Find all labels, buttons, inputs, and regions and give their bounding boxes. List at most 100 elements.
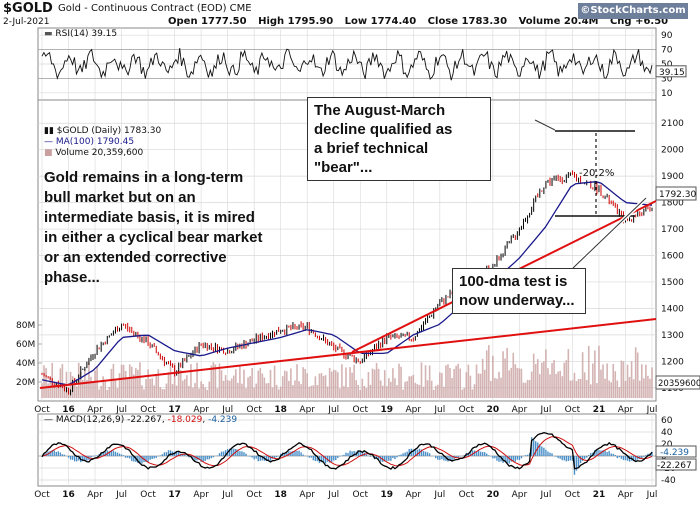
volume-bar	[271, 387, 274, 398]
price-tick-label: 1500	[661, 278, 684, 288]
volume-bar	[57, 383, 60, 398]
volume-bar	[492, 355, 494, 398]
volume-bar	[94, 370, 96, 398]
volume-bar	[610, 382, 612, 398]
x-tick-label: Oct	[34, 490, 50, 500]
volume-bar	[573, 372, 576, 398]
volume-bar	[373, 369, 376, 398]
volume-bar	[459, 368, 462, 398]
volume-bar	[518, 368, 521, 398]
volume-bar	[253, 387, 255, 398]
volume-bar	[218, 363, 221, 398]
volume-bar	[102, 376, 105, 398]
macd-hist-label: -4.239	[660, 448, 689, 458]
x-axis-bottom: Oct 16 Apr Jul Oct 17 Apr Jul Oct 18 Apr Jul Oct 19 Ap…	[34, 490, 657, 500]
volume-bar	[375, 362, 378, 398]
volume-bar	[545, 349, 547, 398]
signal-line	[41, 436, 653, 467]
volume-bar	[575, 381, 578, 398]
volume-bar	[577, 378, 580, 398]
volume-bar	[490, 380, 492, 398]
x-tick-label: Apr	[87, 490, 103, 500]
volume-bar	[200, 381, 202, 398]
x-tick-label: 16	[62, 490, 75, 500]
decline-pct-label: -20.2%	[579, 168, 614, 179]
x-tick-label: 20	[487, 405, 500, 415]
volume-tick-label: 40M	[16, 359, 35, 369]
volume-bar	[247, 377, 249, 398]
volume-bar	[177, 370, 180, 398]
volume-bar	[481, 358, 484, 398]
volume-bar	[463, 387, 466, 398]
volume-bar	[332, 369, 335, 398]
volume-bar	[604, 378, 606, 398]
x-tick-label: Oct	[246, 490, 262, 500]
long-term-trendline	[39, 318, 657, 389]
rsi-tick-label: 30	[661, 74, 673, 84]
volume-bar	[600, 369, 602, 398]
volume-bar	[232, 375, 235, 398]
volume-bar	[612, 363, 615, 398]
volume-bar	[73, 377, 76, 398]
volume-bar	[469, 375, 472, 398]
volume-bar	[204, 387, 207, 398]
volume-bar	[390, 381, 392, 398]
volume-bar	[649, 378, 651, 398]
volume-bar	[534, 364, 537, 398]
volume-bar	[261, 373, 264, 398]
volume-bar	[249, 376, 251, 398]
x-tick-label: Oct	[565, 405, 581, 415]
x-tick-label: Jul	[221, 405, 233, 415]
volume-bar	[487, 345, 490, 398]
volume-bar	[432, 389, 435, 398]
ma-legend: — MA(100) 1790.45	[44, 137, 135, 147]
volume-bar	[347, 387, 349, 398]
volume-bar	[275, 384, 278, 398]
volume-bar	[292, 385, 294, 398]
price-tick-label: 1300	[661, 331, 684, 341]
volume-bar	[504, 358, 506, 398]
macd-tick-label: 40	[661, 428, 673, 438]
x-tick-label: Jul	[327, 490, 339, 500]
volume-bar	[149, 378, 151, 398]
volume-bar	[322, 375, 325, 398]
volume-bar	[110, 368, 113, 398]
x-tick-label: 20	[487, 490, 500, 500]
volume-bar	[636, 352, 639, 398]
volume-bar	[112, 363, 115, 398]
x-tick-label: Apr	[618, 405, 634, 415]
volume-bar	[406, 381, 408, 398]
x-tick-label: Oct	[352, 490, 368, 500]
volume-bar	[283, 370, 286, 398]
x-tick-label: Oct	[246, 405, 262, 415]
x-tick-label: Jul	[539, 490, 551, 500]
volume-bar	[485, 350, 488, 398]
volume-bar	[453, 368, 455, 398]
volume-bar	[379, 380, 382, 398]
volume-bar	[441, 372, 443, 398]
volume-bar	[163, 389, 166, 398]
volume-bar	[61, 364, 64, 398]
volume-bar	[212, 362, 215, 398]
volume-bar	[128, 364, 131, 398]
volume-bar	[543, 361, 545, 398]
x-tick-label: Jul	[646, 405, 658, 415]
x-tick-label: Apr	[406, 490, 422, 500]
stockcharts-logo: ©StockCharts.com	[578, 3, 688, 19]
price-tick-label: 1700	[661, 225, 684, 235]
volume-value: Volume 20.4M	[518, 16, 599, 27]
volume-bar	[179, 370, 182, 398]
volume-bar	[638, 380, 641, 398]
price-tick-label: 1800	[661, 199, 684, 209]
volume-bar	[202, 383, 204, 398]
x-tick-label: Apr	[406, 405, 422, 415]
volume-bar	[620, 360, 623, 398]
rsi-tick-label: 90	[661, 31, 673, 41]
x-tick-label: Apr	[512, 405, 528, 415]
volume-bar	[339, 388, 341, 398]
volume-bar	[198, 388, 200, 398]
x-tick-label: Jul	[327, 405, 339, 415]
volume-bar	[188, 386, 190, 398]
volume-bar	[628, 377, 631, 398]
volume-bar	[418, 385, 421, 398]
